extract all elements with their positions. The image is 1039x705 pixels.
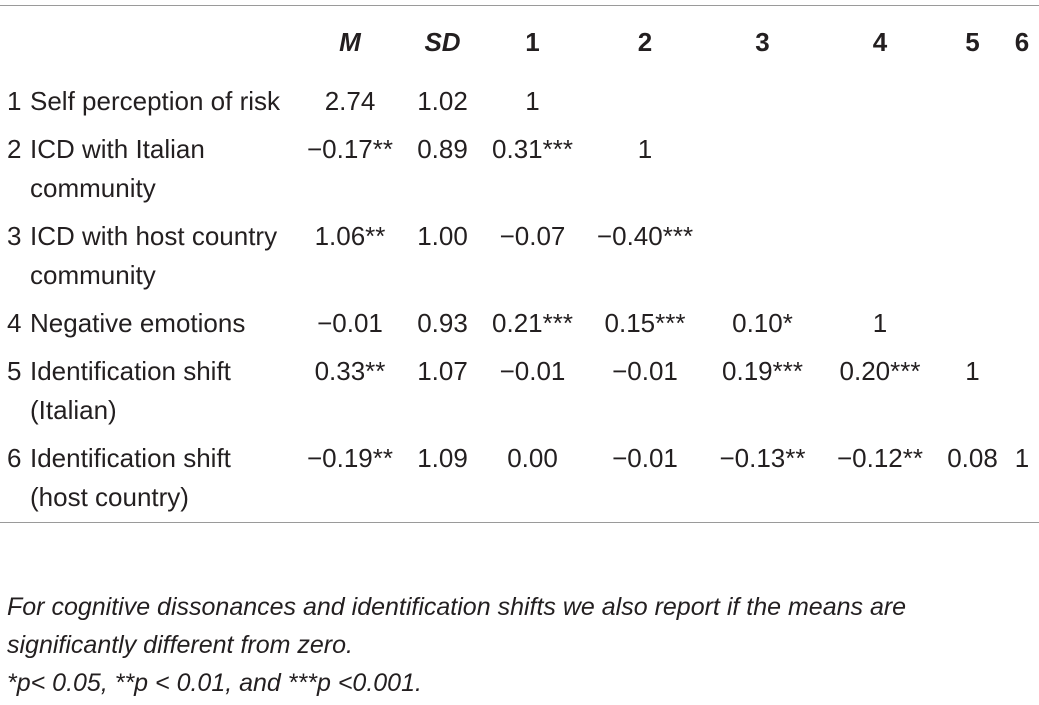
row-label: Identification shift (host country) (30, 443, 231, 512)
empty-cell (1005, 213, 1039, 300)
row-number: 5 (7, 356, 22, 386)
table-cell: 1.02 (417, 86, 468, 116)
empty-cell (1005, 300, 1039, 348)
column-header: 3 (755, 26, 770, 57)
table-cell: 0.33** (314, 356, 386, 386)
table-cell: −0.19** (306, 443, 394, 473)
table-row: 1 Self perception of risk 2.74 1.02 1 (0, 78, 1039, 126)
column-header: M (339, 26, 361, 57)
note: For cognitive dissonances and identifica… (7, 593, 907, 659)
empty-cell (940, 213, 1005, 300)
table-cell: 0.21*** (492, 308, 573, 338)
empty-cell (1005, 78, 1039, 126)
table-cell: 1 (965, 356, 980, 386)
table-notes: For cognitive dissonances and identifica… (7, 588, 1037, 702)
row-label: ICD with host country community (30, 221, 278, 290)
header-blank (0, 6, 30, 79)
empty-cell (705, 78, 820, 126)
table-cell: −0.12** (836, 443, 924, 473)
note: *p< 0.05, **p < 0.01, and ***p <0.001. (7, 669, 422, 697)
table-row: 6 Identification shift (host country) −0.1… (0, 435, 1039, 523)
table-cell: 1 (637, 134, 653, 164)
table-body: 1 Self perception of risk 2.74 1.02 1 2 ICD wi… (0, 78, 1039, 523)
table-cell: 0.10* (732, 308, 793, 338)
table-cell: −0.01 (612, 356, 678, 386)
empty-cell (820, 78, 940, 126)
row-label: Self perception of risk (30, 86, 281, 116)
table-cell: 0.93 (417, 308, 468, 338)
empty-cell (940, 78, 1005, 126)
column-header: 1 (525, 26, 540, 57)
table-row: 2 ICD with Italian community −0.17** 0.89 0.… (0, 126, 1039, 213)
table-cell: −0.40*** (596, 221, 694, 251)
table-cell: 0.20*** (839, 356, 921, 386)
empty-cell (820, 213, 940, 300)
empty-cell (1005, 348, 1039, 435)
table-cell: −0.07 (499, 221, 566, 251)
header-row: M SD 1 2 3 4 5 6 (0, 5, 1039, 79)
column-header: 2 (637, 26, 653, 57)
row-label: Identification shift (Italian) (30, 356, 231, 425)
table-cell: 1 (1014, 443, 1030, 473)
table-cell: −0.17** (306, 134, 394, 164)
table-cell: 0.00 (507, 443, 558, 473)
column-header: SD (424, 26, 461, 57)
empty-cell (705, 126, 820, 213)
table-cell: 0.31*** (492, 134, 573, 164)
table-cell: 0.89 (417, 134, 468, 164)
empty-cell (1005, 126, 1039, 213)
empty-cell (705, 213, 820, 300)
table-cell: 0.15*** (604, 308, 686, 338)
table-cell: −0.01 (317, 308, 383, 338)
row-number: 1 (7, 86, 22, 116)
row-number: 2 (7, 134, 22, 164)
table-cell: 2.74 (324, 86, 376, 116)
table-cell: 1 (525, 86, 540, 116)
table-cell: 0.08 (947, 443, 998, 473)
table-row: 5 Identification shift (Italian) 0.33** 1.0… (0, 348, 1039, 435)
table-cell: 1.09 (417, 443, 468, 473)
empty-cell (585, 78, 705, 126)
table-cell: 1.00 (417, 221, 468, 251)
table-cell: −0.01 (612, 443, 678, 473)
table-cell: 1.06** (314, 221, 386, 251)
table-cell: 1 (872, 308, 888, 338)
header-blank (30, 6, 295, 79)
column-header: 4 (872, 26, 888, 57)
row-number: 6 (7, 443, 22, 473)
column-header: 5 (965, 26, 980, 57)
table-row: 3 ICD with host country community 1.06** 1.… (0, 213, 1039, 300)
row-number: 3 (7, 221, 22, 251)
table-cell: 1.07 (417, 356, 468, 386)
table-cell: −0.01 (499, 356, 566, 386)
table-cell: −0.13** (719, 443, 806, 473)
column-header: 6 (1014, 26, 1030, 57)
row-label: Negative emotions (30, 308, 246, 338)
table-row: 4 Negative emotions −0.01 0.93 0.21*** 0.15**… (0, 300, 1039, 348)
correlation-table: M SD 1 2 3 4 5 6 1 Self perception of risk 2.74 1.… (0, 5, 1039, 523)
row-number: 4 (7, 308, 22, 338)
empty-cell (940, 126, 1005, 213)
row-label: ICD with Italian community (30, 134, 205, 203)
table-cell: 0.19*** (722, 356, 803, 386)
empty-cell (940, 300, 1005, 348)
empty-cell (820, 126, 940, 213)
